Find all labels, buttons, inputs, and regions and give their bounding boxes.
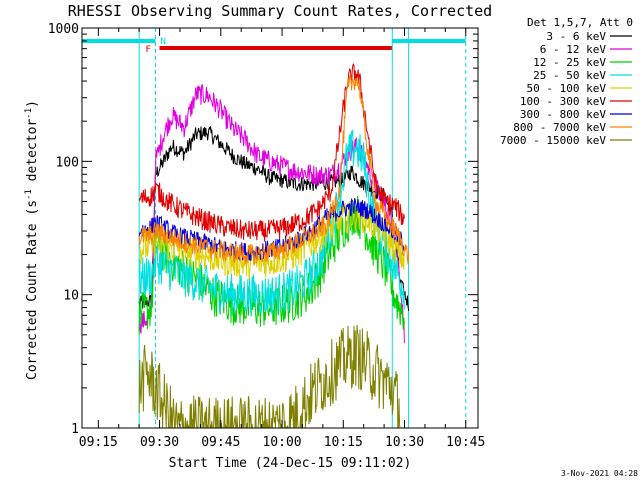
series-line-50-100-kev <box>139 200 405 280</box>
series-line-800-7000-kev <box>138 75 410 265</box>
series-line-100-300-kev <box>138 63 405 242</box>
y-tick-label-3: 1000 <box>48 22 79 37</box>
x-tick-label-1: 09:30 <box>140 435 179 450</box>
plot-frame <box>81 27 479 429</box>
axis-ticks: 09:15 09:30 09:45 10:00 10:15 10:30 10:45 1 10 10… <box>48 22 486 450</box>
legend-label-3: 25 - 50 keV <box>533 69 606 82</box>
y-tick-label-1: 10 <box>63 289 79 304</box>
series-line-300-800-kev <box>138 197 405 261</box>
legend-label-7: 800 - 7000 keV <box>513 121 606 134</box>
y-tick-label-2: 100 <box>56 155 79 170</box>
series-line-6-12-kev <box>138 84 405 344</box>
legend-label-6: 300 - 800 keV <box>520 108 606 121</box>
legend-label-5: 100 - 300 keV <box>520 95 606 108</box>
x-tick-label-4: 10:15 <box>324 435 363 450</box>
legend-label-4: 50 - 100 keV <box>527 82 607 95</box>
flare-flag-label: F <box>145 45 150 55</box>
legend-title: Det 1,5,7, Att 0 <box>527 16 633 29</box>
legend-label-1: 6 - 12 keV <box>540 43 607 56</box>
x-axis-label: Start Time (24-Dec-15 09:11:02) <box>169 456 412 471</box>
x-tick-label-3: 10:00 <box>262 435 301 450</box>
x-tick-label-5: 10:30 <box>385 435 424 450</box>
series-line-3-6-kev <box>138 126 410 311</box>
series-line-25-50-kev <box>138 129 405 316</box>
y-axis-label: Corrected Count Rate (s-1 detector-1) <box>24 100 40 380</box>
y-tick-label-0: 1 <box>71 422 79 437</box>
x-tick-label-0: 09:15 <box>79 435 118 450</box>
legend-label-8: 7000 - 15000 keV <box>500 134 606 147</box>
chart-title: RHESSI Observing Summary Count Rates, Co… <box>68 2 492 20</box>
series-layer <box>138 63 410 429</box>
x-tick-label-6: 10:45 <box>446 435 485 450</box>
night-flag-label: N <box>160 37 165 47</box>
legend-label-0: 3 - 6 keV <box>546 30 606 43</box>
legend-label-2: 12 - 25 keV <box>533 56 606 69</box>
series-line-7000-15000-kev <box>138 324 401 429</box>
x-tick-label-2: 09:45 <box>201 435 240 450</box>
plot-date-footer: 3-Nov-2021 04:28 <box>561 469 638 478</box>
